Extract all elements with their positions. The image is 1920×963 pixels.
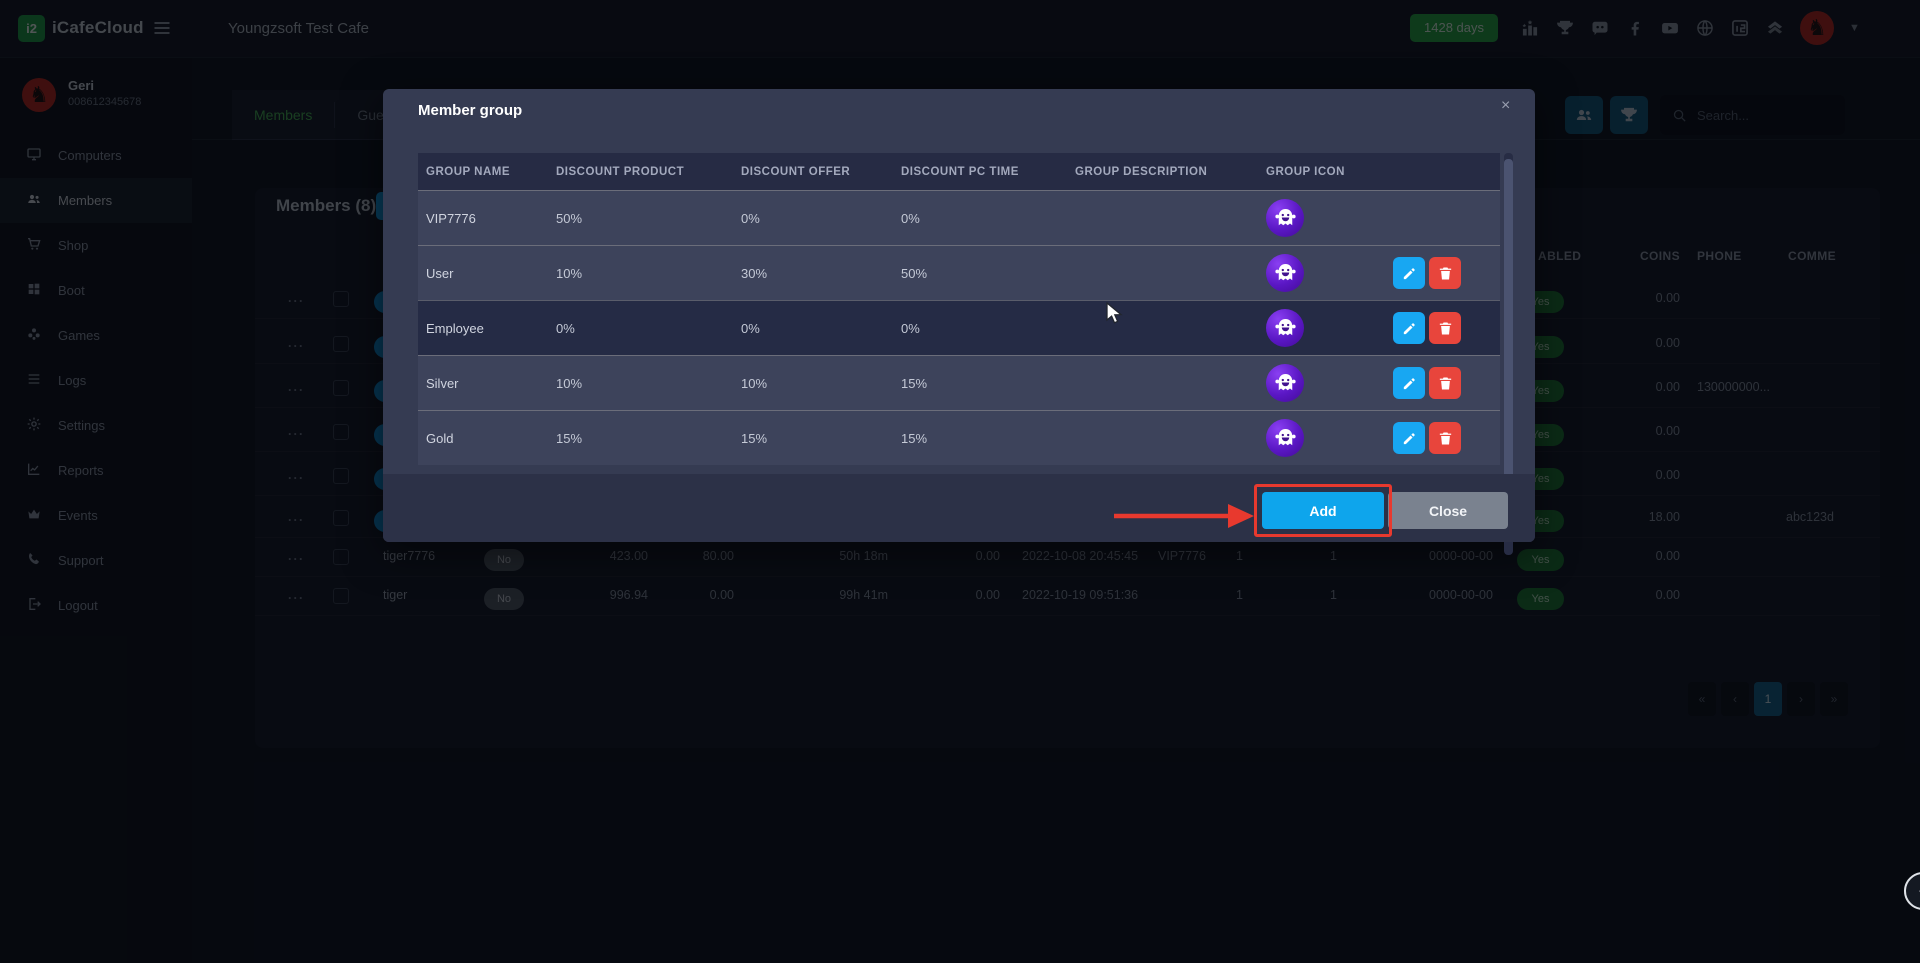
group-row: Employee 0% 0% 0% bbox=[418, 300, 1500, 355]
group-ghost-icon bbox=[1266, 364, 1304, 402]
edit-group-button[interactable] bbox=[1393, 367, 1425, 399]
edit-group-button[interactable] bbox=[1393, 422, 1425, 454]
close-modal-button[interactable]: Close bbox=[1388, 492, 1508, 529]
group-ghost-icon bbox=[1266, 199, 1304, 237]
modal-footer: Add Close bbox=[383, 474, 1535, 542]
delete-group-button[interactable] bbox=[1429, 367, 1461, 399]
group-ghost-icon bbox=[1266, 309, 1304, 347]
edit-group-button[interactable] bbox=[1393, 312, 1425, 344]
group-row: Gold 15% 15% 15% bbox=[418, 410, 1500, 465]
close-icon[interactable]: × bbox=[1501, 97, 1511, 114]
delete-group-button[interactable] bbox=[1429, 312, 1461, 344]
group-row: Silver 10% 10% 15% bbox=[418, 355, 1500, 410]
group-row: User 10% 30% 50% bbox=[418, 245, 1500, 300]
modal-scrollbar-thumb[interactable] bbox=[1504, 159, 1513, 489]
group-table-header: GROUP NAME DISCOUNT PRODUCT DISCOUNT OFF… bbox=[418, 153, 1500, 190]
add-group-button[interactable]: Add bbox=[1262, 492, 1384, 529]
group-row: VIP7776 50% 0% 0% bbox=[418, 190, 1500, 245]
modal-scrollbar-track[interactable] bbox=[1504, 153, 1513, 555]
delete-group-button[interactable] bbox=[1429, 257, 1461, 289]
delete-group-button[interactable] bbox=[1429, 422, 1461, 454]
group-table: GROUP NAME DISCOUNT PRODUCT DISCOUNT OFF… bbox=[418, 153, 1500, 465]
member-group-modal: Member group × GROUP NAME DISCOUNT PRODU… bbox=[383, 89, 1535, 555]
modal-title: Member group bbox=[418, 102, 523, 119]
group-ghost-icon bbox=[1266, 254, 1304, 292]
edit-group-button[interactable] bbox=[1393, 257, 1425, 289]
group-ghost-icon bbox=[1266, 419, 1304, 457]
